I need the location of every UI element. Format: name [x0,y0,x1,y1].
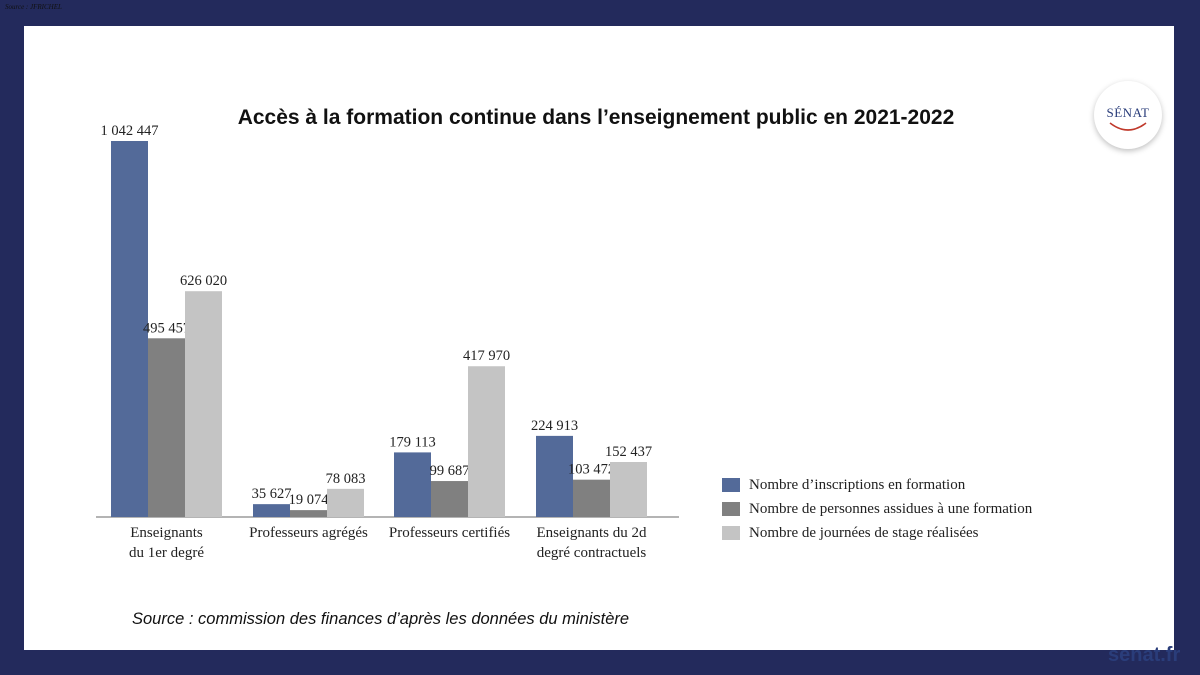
legend-label: Nombre de personnes assidues à une forma… [749,500,1033,517]
category-label: du 1er degré [129,545,204,561]
bar [253,504,290,517]
bar [573,479,610,517]
data-label: 152 437 [605,444,652,460]
bar [327,488,364,517]
site-link[interactable]: senat.fr [1108,644,1181,666]
senat-logo-arc-icon [1109,122,1147,131]
legend-label: Nombre d’inscriptions en formation [749,476,966,493]
legend-swatch [722,478,740,492]
image-source-note: Source : JFRICHEL [5,3,62,11]
senat-logo: SÉNAT [1094,81,1162,149]
category-label: Professeurs agrégés [249,525,368,541]
bar [536,435,573,517]
bar [290,510,327,517]
chart-legend: Nombre d’inscriptions en formation Nombr… [722,473,1032,545]
data-label: 78 083 [326,471,366,487]
legend-swatch [722,526,740,540]
category-label: Enseignants [130,525,203,541]
data-label: 179 113 [389,434,436,450]
data-label: 626 020 [180,273,227,289]
bar [111,141,148,517]
legend-label: Nombre de journées de stage réalisées [749,524,979,541]
bar-chart: 1 042 447 495 457 626 020 Enseignants du 1er… [96,123,679,561]
data-label: 35 627 [252,486,292,502]
bar [148,338,185,517]
data-label: 19 074 [289,492,330,508]
data-label: 495 457 [143,320,190,336]
category-label: degré contractuels [537,545,647,561]
slide-card: Accès à la formation continue dans l’ens… [24,26,1180,666]
data-label: 417 970 [463,348,510,364]
data-label: 1 042 447 [101,123,159,139]
legend-swatch [722,502,740,516]
category-label: Professeurs certifiés [389,525,510,541]
legend-item: Nombre de journées de stage réalisées [722,521,1032,545]
bar [394,452,431,517]
bar [185,291,222,517]
legend-item: Nombre de personnes assidues à une forma… [722,497,1032,521]
legend-item: Nombre d’inscriptions en formation [722,473,1032,497]
data-label: 224 913 [531,418,578,434]
category-label: Enseignants du 2d [537,525,647,541]
senat-logo-text: SÉNAT [1106,105,1150,120]
source-note: Source : commission des finances d’après… [132,610,630,628]
bar [468,366,505,517]
data-label: 99 687 [430,463,470,479]
bar [431,481,468,517]
bar [610,462,647,517]
data-label: 103 472 [568,462,615,478]
chart-title: Accès à la formation continue dans l’ens… [237,106,955,129]
